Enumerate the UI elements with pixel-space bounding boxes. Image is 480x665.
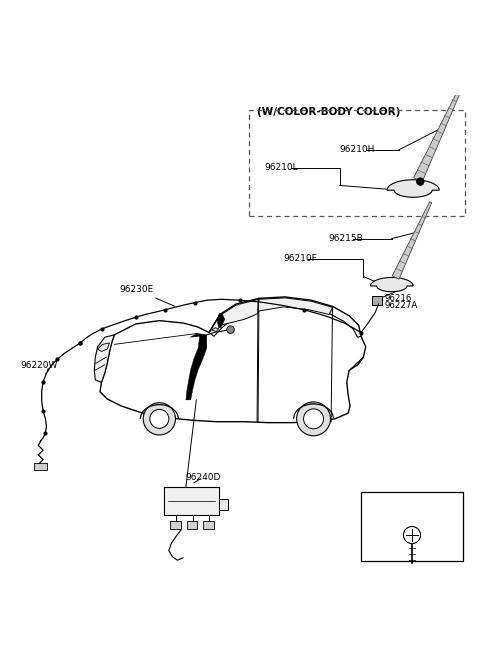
- Text: 96210F: 96210F: [284, 255, 317, 263]
- Bar: [372, 297, 383, 305]
- Polygon shape: [95, 335, 114, 382]
- Bar: [34, 464, 47, 470]
- Text: 96227A: 96227A: [384, 301, 418, 311]
- Circle shape: [227, 326, 234, 333]
- Polygon shape: [212, 328, 219, 332]
- Polygon shape: [371, 277, 413, 292]
- Polygon shape: [209, 304, 236, 336]
- Bar: [219, 499, 228, 511]
- Circle shape: [417, 178, 424, 186]
- Polygon shape: [220, 299, 259, 325]
- Text: 96215B: 96215B: [328, 234, 363, 243]
- Polygon shape: [258, 298, 333, 315]
- Circle shape: [297, 402, 330, 436]
- Text: 96216: 96216: [384, 294, 412, 303]
- Text: 96240D: 96240D: [185, 473, 221, 483]
- Circle shape: [143, 403, 176, 435]
- Bar: [204, 521, 214, 529]
- Polygon shape: [186, 333, 207, 400]
- Bar: [361, 492, 463, 561]
- Circle shape: [404, 527, 420, 543]
- Polygon shape: [329, 307, 361, 337]
- Polygon shape: [97, 343, 109, 352]
- Text: 96230E: 96230E: [119, 285, 175, 307]
- Text: 96210H: 96210H: [340, 146, 375, 154]
- Polygon shape: [392, 201, 432, 279]
- Polygon shape: [414, 84, 463, 182]
- Polygon shape: [217, 313, 225, 328]
- Text: (W/COLOR-BODY COLOR): (W/COLOR-BODY COLOR): [257, 106, 400, 116]
- Text: 96210L: 96210L: [264, 164, 298, 172]
- Text: 96220W: 96220W: [21, 361, 58, 370]
- Bar: [187, 521, 197, 529]
- Polygon shape: [387, 180, 439, 198]
- Polygon shape: [100, 297, 366, 423]
- Circle shape: [150, 410, 169, 428]
- Circle shape: [303, 409, 324, 429]
- Text: 84777D: 84777D: [391, 498, 433, 508]
- Bar: [164, 487, 219, 515]
- Bar: [170, 521, 180, 529]
- Bar: [250, 110, 466, 216]
